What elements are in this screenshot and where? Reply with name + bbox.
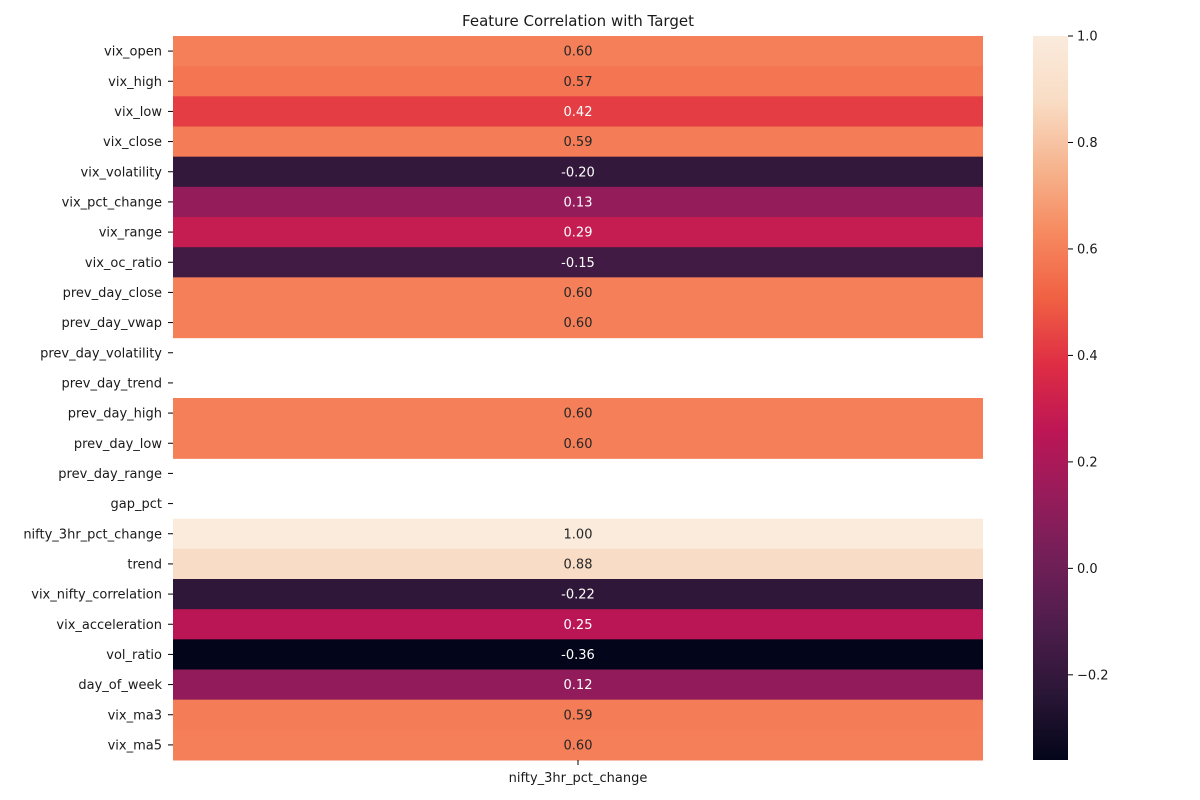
heatmap-cell-vix_ma3 <box>173 699 983 731</box>
colorbar: 1.0 0.8 0.6 0.4 0.2 0.0 −0.2 <box>1033 30 1109 760</box>
row-label: vix_oc_ratio <box>85 256 162 271</box>
cell-annotation: 0.60 <box>564 407 593 422</box>
row-label: prev_day_trend <box>61 376 162 391</box>
row-label: prev_day_close <box>63 286 162 301</box>
colorbar-tick-label: 0.4 <box>1077 349 1098 364</box>
heatmap-cell-vix_close <box>173 126 983 158</box>
heatmap-cell-day_of_week <box>173 669 983 701</box>
row-label: prev_day_volatility <box>40 346 162 361</box>
heatmap-cell-vix_nifty_correlation <box>173 579 983 610</box>
heatmap-cell-trend <box>173 548 983 580</box>
row-label: vix_high <box>108 75 162 90</box>
heatmap-cell-vix_volatility <box>173 156 983 188</box>
heatmap-cell-prev_day_high <box>173 398 983 429</box>
heatmap-cell-prev_day_low <box>173 428 983 459</box>
cell-annotation: -0.20 <box>561 165 595 180</box>
heatmap-cell-vix_open <box>173 36 983 67</box>
cell-annotation: 1.00 <box>564 527 593 542</box>
cell-annotation: 0.88 <box>564 557 593 572</box>
row-label: vix_close <box>103 135 162 150</box>
row-label: vix_open <box>104 45 162 60</box>
row-label: prev_day_low <box>74 437 162 452</box>
heatmap-cell-vix_low <box>173 96 983 127</box>
column-labels: nifty_3hr_pct_change <box>509 760 648 786</box>
row-label: vix_volatility <box>81 165 163 180</box>
cell-annotation: 0.59 <box>564 135 593 150</box>
cell-annotation: 0.60 <box>564 45 593 60</box>
row-label: vol_ratio <box>106 648 162 663</box>
heatmap-cell-vix_ma5 <box>173 729 983 761</box>
colorbar-gradient <box>1033 36 1068 760</box>
row-label: prev_day_high <box>68 407 162 422</box>
cell-annotation: 0.59 <box>564 708 593 723</box>
row-label: vix_acceleration <box>56 618 162 633</box>
cell-annotation: 0.12 <box>564 678 593 693</box>
row-label: vix_range <box>99 226 162 241</box>
colorbar-tick-label: 0.0 <box>1077 562 1098 577</box>
row-label: nifty_3hr_pct_change <box>23 527 162 542</box>
cell-annotation: 0.60 <box>564 316 593 331</box>
cell-annotation: 0.13 <box>564 195 593 210</box>
row-label: vix_pct_change <box>62 195 162 210</box>
cell-annotation: -0.15 <box>561 256 595 271</box>
row-label: prev_day_vwap <box>62 316 162 331</box>
row-label: prev_day_range <box>58 467 162 482</box>
row-label: vix_ma3 <box>108 708 162 723</box>
cell-annotation: 0.60 <box>564 286 593 301</box>
colorbar-tick-label: 0.6 <box>1077 242 1098 257</box>
colorbar-tick-label: −0.2 <box>1077 668 1109 683</box>
cell-annotation: 0.60 <box>564 437 593 452</box>
row-label: trend <box>127 557 162 572</box>
colorbar-tick-label: 1.0 <box>1077 30 1098 45</box>
colorbar-tick-label: 0.2 <box>1077 455 1098 470</box>
cell-annotation: -0.36 <box>561 648 595 663</box>
row-label: day_of_week <box>78 678 162 693</box>
row-labels: vix_open vix_high vix_low vix_close vix_vola… <box>23 45 173 753</box>
heatmap-cell-vol_ratio <box>173 639 983 670</box>
cell-annotation: 0.25 <box>564 618 593 633</box>
column-label: nifty_3hr_pct_change <box>509 771 648 786</box>
row-label: vix_low <box>114 105 162 120</box>
heatmap-cell-vix_high <box>173 66 983 97</box>
heatmap-cells: 0.60 0.57 0.42 0.59 -0.20 0.13 0.29 -0.15 0.60 0.… <box>173 36 983 761</box>
colorbar-tick-label: 0.8 <box>1077 136 1098 151</box>
heatmap-cell-prev_day_close <box>173 277 983 308</box>
cell-annotation: 0.57 <box>564 75 593 90</box>
chart-title: Feature Correlation with Target <box>462 12 694 30</box>
cell-annotation: 0.29 <box>564 226 593 241</box>
row-label: vix_ma5 <box>108 738 162 753</box>
heatmap-cell-vix_oc_ratio <box>173 247 983 278</box>
heatmap-cell-vix_pct_change <box>173 186 983 218</box>
cell-annotation: 0.42 <box>564 105 593 120</box>
cell-annotation: 0.60 <box>564 738 593 753</box>
heatmap-cell-prev_day_vwap <box>173 307 983 339</box>
heatmap-cell-nifty_3hr_pct_change <box>173 518 983 550</box>
cell-annotation: -0.22 <box>561 588 595 603</box>
row-label: gap_pct <box>111 497 162 512</box>
row-label: vix_nifty_correlation <box>31 588 162 603</box>
heatmap-cell-vix_range <box>173 217 983 248</box>
heatmap-cell-vix_acceleration <box>173 609 983 640</box>
